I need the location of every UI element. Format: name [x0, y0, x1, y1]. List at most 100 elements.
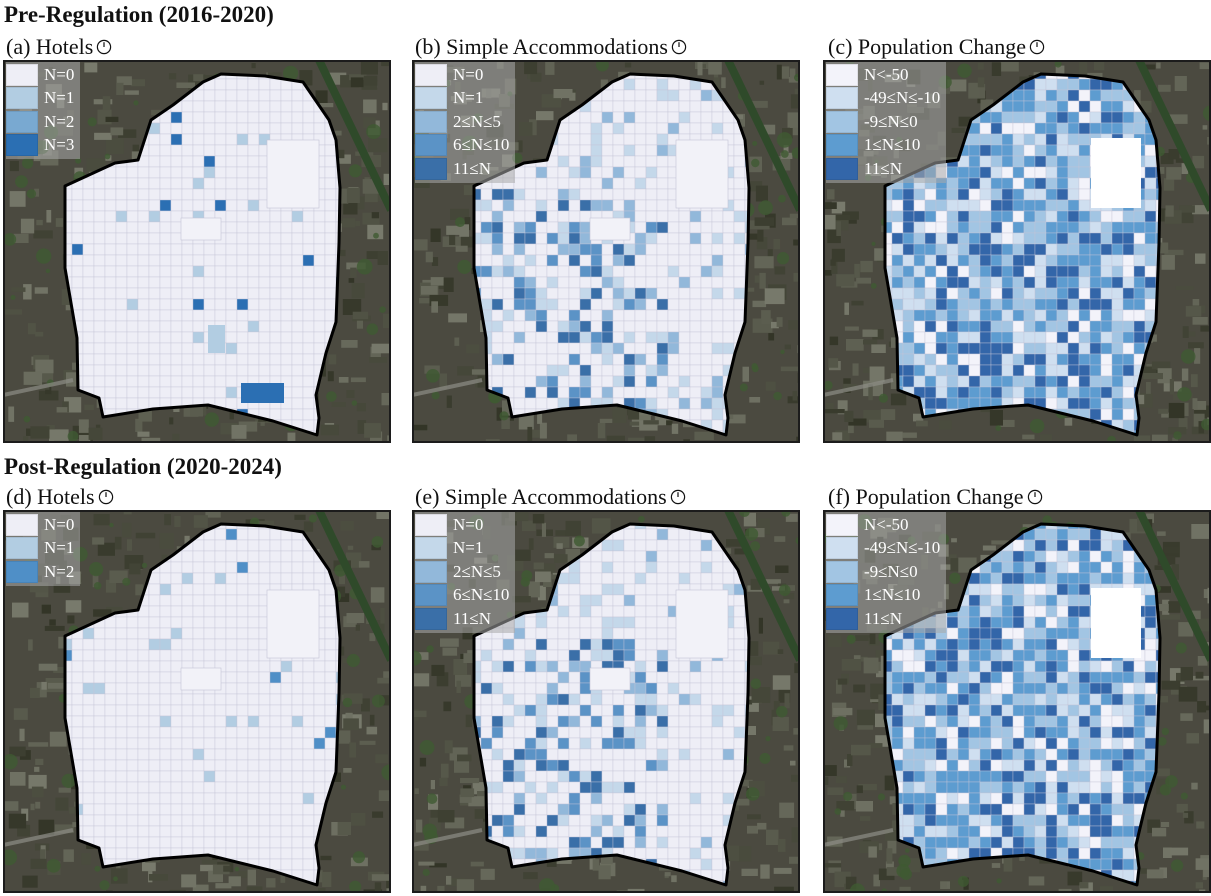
legend-label: N=1 [44, 538, 75, 558]
legend-label: N=0 [44, 514, 75, 534]
legend-item: 11≤N [415, 157, 509, 181]
map-panel-hotels-pre: N=0 N=1 N=2 N=3 [3, 60, 391, 443]
panel-f-title: (f) Population Change [828, 484, 1043, 508]
legend-swatch [415, 134, 447, 157]
map-legend: N=0 N=1 2≤N≤5 6≤N≤10 11≤N [415, 512, 516, 633]
legend-item: N<-50 [826, 63, 940, 87]
panel-a-title-text: (a) Hotels [6, 33, 94, 59]
legend-item: N<-50 [826, 513, 940, 537]
legend-label: N=2 [44, 561, 75, 581]
legend-swatch [415, 537, 447, 560]
panel-d-title-text: (d) Hotels [6, 483, 95, 509]
legend-label: N<-50 [864, 64, 909, 84]
map-legend: N<-50 -49≤N≤-10 -9≤N≤0 1≤N≤10 11≤N [826, 62, 947, 183]
legend-swatch [6, 537, 38, 560]
legend-item: N=3 [6, 134, 74, 158]
map-panel-simple-accommodations-post: N=0 N=1 2≤N≤5 6≤N≤10 11≤N [412, 510, 800, 893]
legend-label: 11≤N [453, 608, 491, 628]
legend-swatch [826, 87, 858, 110]
panel-c-title-text: (c) Population Change [828, 33, 1026, 59]
legend-label: N=1 [453, 88, 484, 108]
map-panel-population-change-post: N<-50 -49≤N≤-10 -9≤N≤0 1≤N≤10 11≤N [823, 510, 1211, 893]
legend-swatch [415, 110, 447, 133]
map-panel-hotels-post: N=0 N=1 N=2 [3, 510, 391, 893]
legend-swatch [415, 607, 447, 630]
legend-label: -49≤N≤-10 [864, 88, 941, 108]
clock-icon [671, 39, 687, 55]
panel-e-title: (e) Simple Accommodations [415, 484, 686, 508]
legend-swatch [415, 63, 447, 86]
legend-label: 1≤N≤10 [864, 585, 921, 605]
legend-label: 11≤N [453, 158, 491, 178]
legend-swatch [826, 537, 858, 560]
legend-swatch [826, 63, 858, 86]
legend-label: N=0 [44, 64, 75, 84]
map-legend: N=0 N=1 2≤N≤5 6≤N≤10 11≤N [415, 62, 516, 183]
legend-item: 11≤N [415, 607, 509, 631]
legend-label: 6≤N≤10 [453, 585, 510, 605]
legend-swatch [415, 560, 447, 583]
map-legend: N<-50 -49≤N≤-10 -9≤N≤0 1≤N≤10 11≤N [826, 512, 947, 633]
section-title-pre: Pre-Regulation (2016-2020) [4, 2, 274, 27]
legend-item: -49≤N≤-10 [826, 537, 940, 561]
legend-item: N=0 [415, 63, 509, 87]
legend-swatch [415, 584, 447, 607]
legend-label: -9≤N≤0 [864, 561, 918, 581]
legend-item: N=1 [6, 537, 74, 561]
district-map [3, 60, 391, 443]
legend-label: 6≤N≤10 [453, 135, 510, 155]
clock-icon [670, 489, 685, 505]
legend-swatch [6, 87, 38, 110]
legend-label: -9≤N≤0 [864, 111, 918, 131]
panel-c-title: (c) Population Change [828, 34, 1045, 58]
legend-item: 1≤N≤10 [826, 134, 940, 158]
panel-b-title-text: (b) Simple Accommodations [415, 33, 668, 59]
legend-item: 2≤N≤5 [415, 110, 509, 134]
legend-swatch [6, 513, 38, 536]
legend-item: N=1 [415, 87, 509, 111]
legend-item: N=1 [415, 537, 509, 561]
legend-item: -9≤N≤0 [826, 560, 940, 584]
legend-swatch [415, 87, 447, 110]
panel-f-title-text: (f) Population Change [828, 483, 1024, 509]
panel-e-title-text: (e) Simple Accommodations [415, 483, 667, 509]
legend-label: 1≤N≤10 [864, 135, 921, 155]
legend-item: N=0 [6, 63, 74, 87]
section-title-post: Post-Regulation (2020-2024) [4, 454, 282, 479]
legend-item: 1≤N≤10 [826, 584, 940, 608]
legend-swatch [826, 110, 858, 133]
legend-item: 6≤N≤10 [415, 584, 509, 608]
map-legend: N=0 N=1 N=2 N=3 [6, 62, 81, 159]
district-map [412, 510, 800, 893]
legend-swatch [826, 134, 858, 157]
legend-swatch [415, 513, 447, 536]
district-map [3, 510, 391, 893]
legend-item: N=0 [6, 513, 74, 537]
legend-swatch [826, 157, 858, 180]
legend-label: 2≤N≤5 [453, 111, 501, 131]
map-legend: N=0 N=1 N=2 [6, 512, 81, 586]
legend-item: 11≤N [826, 607, 940, 631]
panel-b-title: (b) Simple Accommodations [415, 34, 687, 58]
legend-swatch [6, 110, 38, 133]
legend-label: 11≤N [864, 158, 902, 178]
legend-label: N<-50 [864, 514, 909, 534]
legend-item: N=2 [6, 110, 74, 134]
legend-swatch [6, 63, 38, 86]
legend-label: 11≤N [864, 608, 902, 628]
clock-icon [1027, 489, 1042, 505]
legend-item: -49≤N≤-10 [826, 87, 940, 111]
legend-swatch [826, 513, 858, 536]
legend-swatch [826, 607, 858, 630]
panel-d-title: (d) Hotels [6, 484, 114, 508]
legend-label: N=1 [453, 538, 484, 558]
legend-item: 6≤N≤10 [415, 134, 509, 158]
legend-swatch [826, 560, 858, 583]
legend-item: 11≤N [826, 157, 940, 181]
legend-item: 2≤N≤5 [415, 560, 509, 584]
legend-item: N=0 [415, 513, 509, 537]
legend-label: -49≤N≤-10 [864, 538, 941, 558]
legend-swatch [6, 134, 38, 157]
legend-label: N=3 [44, 135, 75, 155]
clock-icon [1029, 39, 1045, 55]
